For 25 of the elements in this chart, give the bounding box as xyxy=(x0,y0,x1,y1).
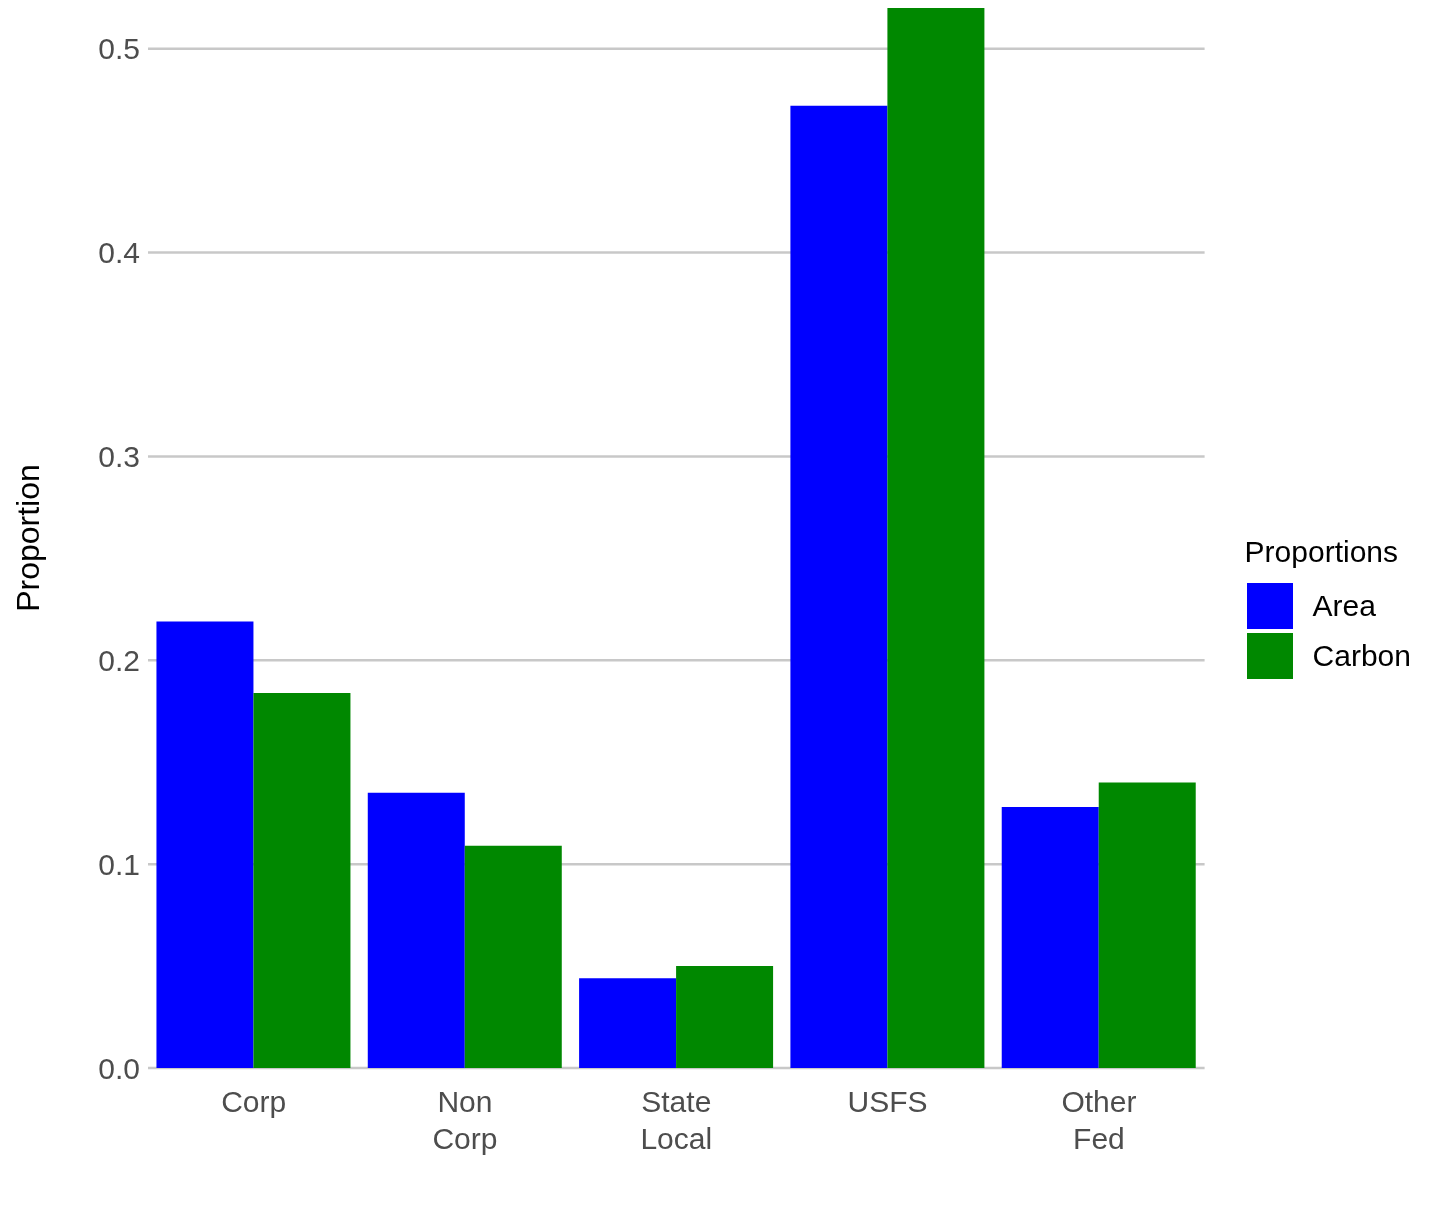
legend-label: Carbon xyxy=(1312,639,1411,673)
y-tick-label: 0.4 xyxy=(98,236,140,270)
legend-title: Proportions xyxy=(1244,535,1399,569)
bar xyxy=(676,966,774,1068)
bar xyxy=(156,621,254,1068)
bar xyxy=(464,845,562,1068)
bar xyxy=(367,792,465,1068)
bar xyxy=(1001,807,1099,1068)
legend-label: Area xyxy=(1312,589,1376,623)
bar xyxy=(579,978,677,1068)
bar xyxy=(887,8,985,1068)
x-tick-label: Non Corp xyxy=(432,1085,498,1155)
y-tick-label: 0.3 xyxy=(98,440,140,474)
y-tick-label: 0.0 xyxy=(98,1051,140,1085)
y-axis-title: Proportion xyxy=(10,464,47,612)
y-tick-label: 0.1 xyxy=(98,847,140,881)
bar xyxy=(1098,782,1196,1068)
bar xyxy=(253,692,351,1068)
bar xyxy=(790,105,888,1068)
x-tick-label: USFS xyxy=(847,1085,928,1118)
y-tick-label: 0.5 xyxy=(98,32,140,66)
y-tick-label: 0.2 xyxy=(98,643,140,677)
x-tick-label: Other Fed xyxy=(1061,1085,1137,1155)
x-tick-label: Corp xyxy=(221,1085,287,1118)
x-tick-label: State Local xyxy=(640,1085,713,1155)
